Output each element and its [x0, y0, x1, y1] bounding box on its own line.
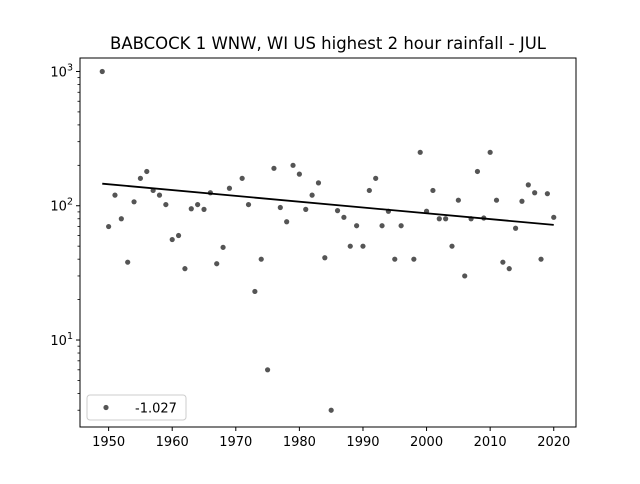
data-point — [443, 216, 449, 222]
data-point — [144, 168, 150, 175]
data-point — [360, 243, 366, 249]
trend-line — [102, 182, 554, 226]
data-point — [525, 182, 531, 188]
data-point — [398, 223, 404, 229]
x-tick-label: 1960 — [156, 435, 189, 450]
data-point — [226, 185, 233, 191]
data-point — [163, 201, 169, 208]
y-tick-label: 101 — [50, 331, 73, 349]
legend-box — [86, 394, 187, 421]
data-point — [532, 190, 538, 196]
data-point — [239, 175, 245, 181]
axes-frame — [79, 57, 577, 428]
data-point — [188, 206, 194, 212]
x-tick-label: 1980 — [283, 435, 316, 450]
data-point — [125, 259, 131, 265]
data-point — [430, 187, 436, 194]
data-point — [455, 197, 461, 203]
data-point — [252, 288, 258, 295]
data-point — [411, 256, 417, 262]
data-point — [214, 261, 220, 267]
legend-marker — [103, 404, 109, 411]
data-point — [506, 266, 512, 272]
data-point — [264, 367, 271, 373]
data-point — [201, 206, 207, 212]
data-point — [277, 204, 283, 211]
data-point — [512, 225, 519, 231]
data-point — [328, 407, 334, 413]
data-point — [417, 149, 423, 155]
data-point — [220, 244, 226, 250]
data-point — [309, 192, 315, 198]
data-point — [112, 192, 118, 198]
data-point — [99, 68, 105, 75]
data-point — [487, 149, 493, 155]
data-point — [474, 168, 481, 175]
data-point — [175, 232, 182, 239]
data-point — [341, 214, 347, 220]
data-point — [290, 162, 296, 168]
y-tick-label: 102 — [50, 197, 73, 215]
data-point — [493, 197, 500, 203]
data-point — [551, 214, 557, 220]
x-tick-label: 1990 — [346, 435, 379, 450]
data-point — [379, 223, 385, 229]
data-point — [182, 266, 188, 272]
data-point — [106, 223, 112, 230]
data-point — [258, 256, 264, 262]
data-point — [284, 219, 290, 225]
data-point — [137, 175, 144, 181]
data-point — [436, 216, 442, 222]
plot-area — [99, 68, 557, 413]
data-point — [303, 206, 309, 212]
chart-title: BABCOCK 1 WNW, WI US highest 2 hour rain… — [110, 34, 547, 53]
data-point — [195, 201, 201, 208]
x-tick-label: 1970 — [219, 435, 252, 450]
legend-label: -1.027 — [135, 402, 177, 417]
data-point — [373, 175, 379, 181]
data-point — [449, 243, 455, 249]
data-point — [544, 191, 550, 197]
data-point — [347, 243, 353, 249]
y-axis: 101 102 103 — [50, 62, 80, 411]
data-point — [169, 236, 175, 243]
x-axis: 1950 1960 1970 1980 1990 2000 2010 2020 — [92, 427, 570, 450]
x-tick-label: 1950 — [92, 435, 125, 450]
data-point — [245, 201, 252, 208]
data-point — [538, 256, 544, 262]
data-point — [519, 198, 525, 204]
x-tick-label: 2010 — [474, 435, 507, 450]
legend: -1.027 — [86, 394, 187, 421]
x-tick-label: 2000 — [410, 435, 443, 450]
y-tick-label: 103 — [50, 62, 73, 80]
data-point — [462, 273, 468, 279]
data-point — [131, 199, 137, 205]
data-point — [322, 255, 328, 261]
data-point — [354, 223, 360, 229]
data-point — [271, 165, 277, 171]
data-point — [500, 259, 506, 265]
data-point — [315, 180, 322, 186]
data-point — [366, 187, 372, 194]
data-point — [156, 192, 163, 198]
data-point — [334, 208, 341, 214]
data-point — [118, 216, 124, 222]
data-point — [392, 256, 398, 262]
data-point — [296, 171, 302, 177]
x-tick-label: 2020 — [537, 435, 570, 450]
